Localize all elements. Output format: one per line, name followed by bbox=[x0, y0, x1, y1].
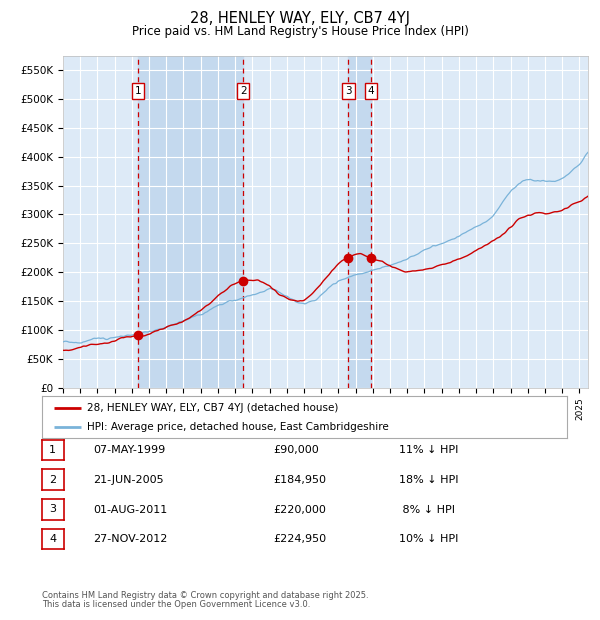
Text: 2: 2 bbox=[240, 86, 247, 95]
Bar bbox=[138, 56, 243, 388]
Text: 1: 1 bbox=[49, 445, 56, 455]
Text: £220,000: £220,000 bbox=[273, 505, 326, 515]
Text: 3: 3 bbox=[345, 86, 352, 95]
Text: 2: 2 bbox=[49, 474, 56, 485]
Text: Contains HM Land Registry data © Crown copyright and database right 2025.: Contains HM Land Registry data © Crown c… bbox=[42, 590, 368, 600]
Text: 1: 1 bbox=[135, 86, 142, 95]
Text: 10% ↓ HPI: 10% ↓ HPI bbox=[399, 534, 458, 544]
Text: 01-AUG-2011: 01-AUG-2011 bbox=[93, 505, 167, 515]
Text: 28, HENLEY WAY, ELY, CB7 4YJ: 28, HENLEY WAY, ELY, CB7 4YJ bbox=[190, 11, 410, 26]
Text: 4: 4 bbox=[49, 534, 56, 544]
Text: £224,950: £224,950 bbox=[273, 534, 326, 544]
Text: 8% ↓ HPI: 8% ↓ HPI bbox=[399, 505, 455, 515]
Text: £184,950: £184,950 bbox=[273, 475, 326, 485]
Text: 4: 4 bbox=[368, 86, 374, 95]
Text: 3: 3 bbox=[49, 504, 56, 515]
Text: Price paid vs. HM Land Registry's House Price Index (HPI): Price paid vs. HM Land Registry's House … bbox=[131, 25, 469, 38]
Text: £90,000: £90,000 bbox=[273, 445, 319, 455]
Text: 21-JUN-2005: 21-JUN-2005 bbox=[93, 475, 164, 485]
Text: This data is licensed under the Open Government Licence v3.0.: This data is licensed under the Open Gov… bbox=[42, 600, 310, 609]
Text: 11% ↓ HPI: 11% ↓ HPI bbox=[399, 445, 458, 455]
Bar bbox=[349, 56, 371, 388]
Text: 28, HENLEY WAY, ELY, CB7 4YJ (detached house): 28, HENLEY WAY, ELY, CB7 4YJ (detached h… bbox=[86, 402, 338, 412]
Text: 27-NOV-2012: 27-NOV-2012 bbox=[93, 534, 167, 544]
Text: HPI: Average price, detached house, East Cambridgeshire: HPI: Average price, detached house, East… bbox=[86, 422, 388, 432]
Text: 07-MAY-1999: 07-MAY-1999 bbox=[93, 445, 165, 455]
Text: 18% ↓ HPI: 18% ↓ HPI bbox=[399, 475, 458, 485]
